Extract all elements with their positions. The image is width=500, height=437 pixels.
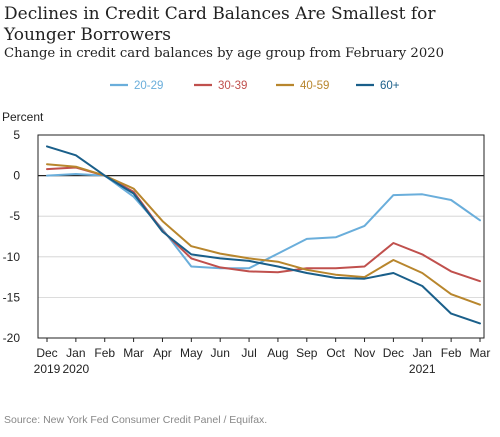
x-tick-year-label: 2020 [63,362,90,376]
x-tick-label: Jul [241,346,256,360]
x-tick-label: Nov [354,346,375,360]
source-note: Source: New York Fed Consumer Credit Pan… [4,414,268,426]
legend-label: 60+ [380,80,400,92]
legend-label: 30-39 [218,80,247,92]
y-tick-label: 5 [13,128,20,142]
x-tick-label: Oct [326,346,345,360]
x-tick-label: Dec [36,346,57,360]
x-tick-label: Jan [413,346,432,360]
series-line-20-29 [46,173,481,270]
x-tick-label: May [180,346,203,360]
x-tick-label: Apr [153,346,172,360]
x-tick-label: Jan [66,346,85,360]
x-tick-label: Mar [123,346,144,360]
legend-label: 40-59 [300,80,329,92]
chart-title: Declines in Credit Card Balances Are Sma… [4,4,436,45]
x-tick-label: Aug [267,346,288,360]
legend-label: 20-29 [134,80,163,92]
series-line-60+ [46,145,481,325]
x-tick-label: Sep [296,346,318,360]
x-tick-label: Mar [470,346,491,360]
y-tick-label: -10 [3,250,21,264]
x-tick-label: Feb [94,346,115,360]
x-tick-label: Dec [383,346,404,360]
series-line-40-59 [46,163,481,306]
x-tick-year-label: 2021 [409,362,436,376]
plot-frame [37,134,485,339]
y-tick-label: -20 [3,331,21,345]
y-tick-label: -5 [9,209,20,223]
chart-subtitle: Change in credit card balances by age gr… [4,46,444,61]
x-tick-label: Jun [211,346,230,360]
y-axis-label: Percent [2,110,44,124]
x-tick-label: Feb [441,346,462,360]
x-tick-year-label: 2019 [34,362,61,376]
y-tick-label: 0 [13,169,20,183]
y-tick-label: -15 [3,290,21,304]
